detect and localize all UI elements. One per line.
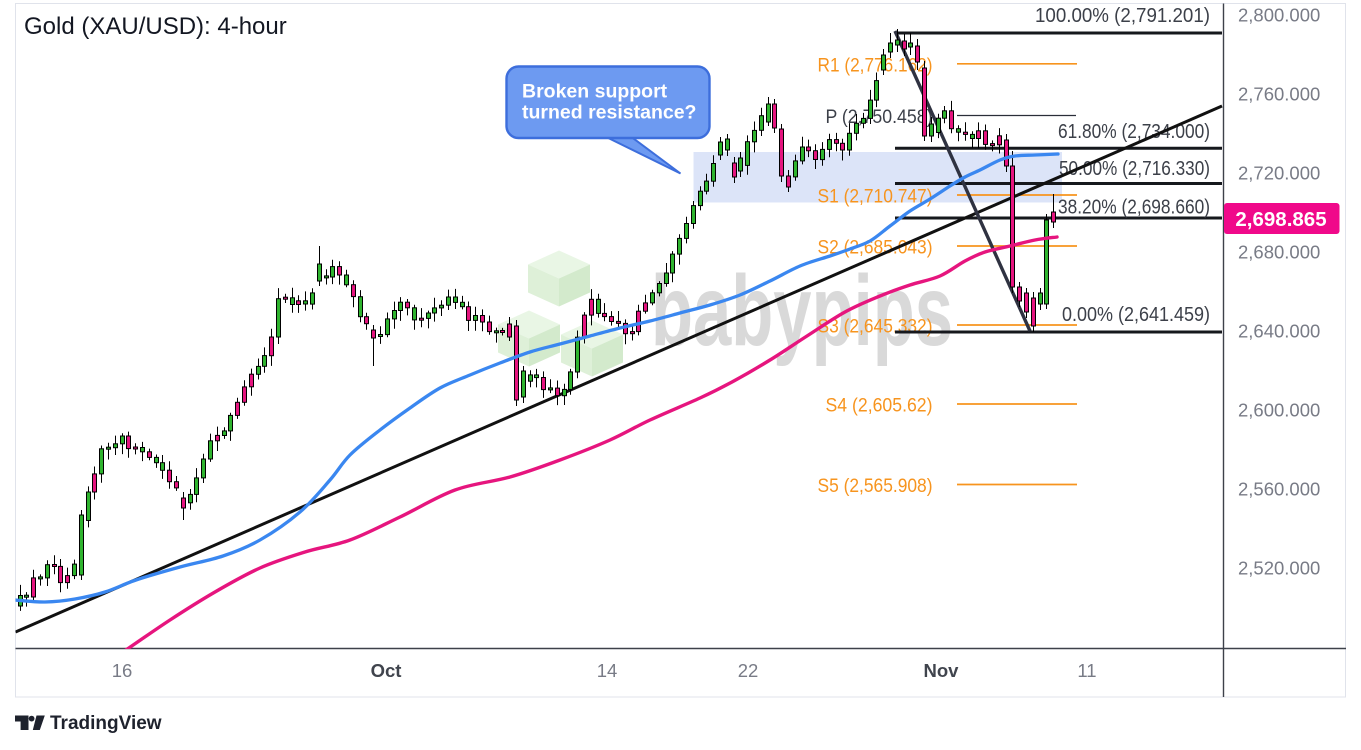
svg-text:S1 (2,710.747): S1 (2,710.747): [818, 186, 933, 208]
svg-text:2,560.000: 2,560.000: [1238, 479, 1320, 500]
svg-text:50.00% (2,716.330): 50.00% (2,716.330): [1059, 157, 1210, 180]
svg-text:11: 11: [1077, 660, 1096, 681]
svg-text:S4 (2,605.62): S4 (2,605.62): [826, 395, 933, 417]
svg-text:0.00% (2,641.459): 0.00% (2,641.459): [1062, 303, 1210, 326]
svg-text:2,640.000: 2,640.000: [1238, 321, 1320, 342]
svg-text:2,600.000: 2,600.000: [1238, 400, 1320, 421]
svg-text:61.80% (2,734.000): 61.80% (2,734.000): [1058, 120, 1210, 143]
svg-text:14: 14: [597, 660, 618, 681]
svg-text:22: 22: [738, 660, 759, 681]
svg-text:2,760.000: 2,760.000: [1238, 84, 1320, 105]
svg-text:S2 (2,685.043): S2 (2,685.043): [818, 237, 933, 259]
svg-text:Broken support: Broken support: [522, 81, 668, 103]
svg-text:Nov: Nov: [924, 660, 960, 681]
svg-text:babypips: babypips: [651, 255, 953, 367]
svg-text:38.20% (2,698.660): 38.20% (2,698.660): [1058, 196, 1210, 219]
svg-text:R1 (2,776.162): R1 (2,776.162): [818, 54, 933, 76]
svg-text:2,520.000: 2,520.000: [1238, 558, 1320, 579]
svg-text:S5 (2,565.908): S5 (2,565.908): [818, 475, 933, 497]
svg-text:Oct: Oct: [371, 660, 402, 681]
svg-text:100.00% (2,791.201): 100.00% (2,791.201): [1035, 4, 1210, 27]
svg-text:2,800.000: 2,800.000: [1238, 5, 1320, 26]
svg-text:16: 16: [112, 660, 133, 681]
svg-text:2,698.865: 2,698.865: [1235, 208, 1326, 231]
svg-text:turned resistance?: turned resistance?: [522, 102, 696, 124]
svg-text:TradingView: TradingView: [50, 713, 162, 734]
svg-text:P (2,750.458): P (2,750.458): [826, 106, 933, 128]
svg-text:Gold (XAU/USD): 4-hour: Gold (XAU/USD): 4-hour: [24, 13, 287, 40]
svg-text:2,720.000: 2,720.000: [1238, 163, 1320, 184]
svg-text:2,680.000: 2,680.000: [1238, 242, 1320, 263]
